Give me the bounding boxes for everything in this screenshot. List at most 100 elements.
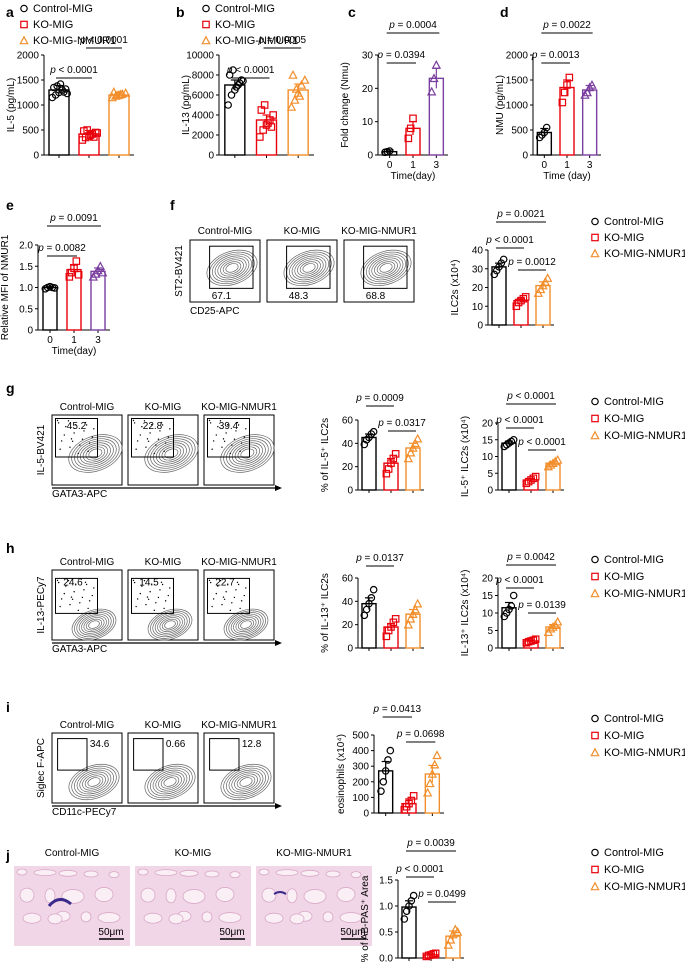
airspace xyxy=(137,868,149,876)
data-point xyxy=(422,952,431,961)
data-point xyxy=(552,616,563,626)
contour-line xyxy=(223,608,269,641)
event-dot xyxy=(240,600,243,602)
event-dot xyxy=(136,440,139,442)
y-tick-label: 30 xyxy=(362,51,374,62)
gate-box xyxy=(133,738,164,771)
data-point xyxy=(294,91,305,100)
gate-box xyxy=(57,738,88,771)
airspace xyxy=(201,911,213,923)
event-dot xyxy=(243,436,245,438)
flow-plot-title: KO-MIG-NMUR1 xyxy=(201,720,277,731)
legend-label: KO-MIG xyxy=(604,232,644,244)
event-dot xyxy=(233,438,236,440)
event-dot xyxy=(60,440,63,442)
event-dot xyxy=(237,424,240,426)
p-value-label: p = 0.0698 xyxy=(396,729,445,740)
y-axis-label: % of IL-13⁺ ILC2s xyxy=(320,573,331,653)
flow-plot-frame xyxy=(266,239,338,303)
y-axis-label: IL-5⁺ ILC2s (x10⁴) xyxy=(460,416,471,497)
contour-line xyxy=(77,440,114,467)
data-point xyxy=(50,284,59,292)
flow-plot-frame xyxy=(343,239,415,303)
contour-line xyxy=(234,444,261,463)
gate-box xyxy=(209,245,254,289)
data-point xyxy=(381,767,390,775)
p-value-label: p = 0.0012 xyxy=(507,257,556,268)
data-point xyxy=(93,265,103,275)
contour-line xyxy=(88,620,100,629)
y-tick-label: 2000 xyxy=(192,131,215,142)
legend-marker xyxy=(590,881,600,891)
flow-plot-title: KO-MIG-NMUR1 xyxy=(341,226,417,237)
arrowhead-icon xyxy=(275,485,282,491)
event-dot xyxy=(60,598,63,600)
event-dot xyxy=(87,607,89,610)
contour-line xyxy=(211,253,253,283)
p-value-label: p < 0.0001 xyxy=(395,864,444,875)
y-tick-label: 20 xyxy=(472,283,484,294)
contour-line xyxy=(71,436,120,471)
contour-line xyxy=(229,440,266,467)
event-dot xyxy=(239,607,241,610)
p-value-label: p = 0.0317 xyxy=(377,418,426,429)
scale-bar-label: 50μm xyxy=(340,927,365,938)
data-point xyxy=(429,73,439,83)
panel-label-j: j xyxy=(5,847,10,863)
bar xyxy=(42,286,58,331)
p-value-label: p < 0.0001 xyxy=(79,35,128,46)
gate-percentage: 34.6 xyxy=(90,739,110,750)
data-point xyxy=(291,84,302,93)
y-tick-label: 1.5 xyxy=(19,262,33,273)
flow-plot-title: Control-MIG xyxy=(60,402,115,413)
y-tick-label: 60 xyxy=(342,574,354,585)
event-dot xyxy=(231,602,233,604)
airspace xyxy=(58,869,78,877)
p-value-label: p = 0.0137 xyxy=(355,553,404,564)
gate-percentage: 45.2 xyxy=(67,421,87,432)
legend-marker xyxy=(591,397,599,406)
legend-marker xyxy=(202,4,210,13)
contour-line xyxy=(82,444,109,463)
legend-label: Control-MIG xyxy=(604,847,664,859)
y-tick-label: 1000 xyxy=(17,101,40,112)
data-point xyxy=(529,474,538,483)
contour-line xyxy=(220,259,244,277)
data-point xyxy=(362,436,371,444)
event-dot xyxy=(222,596,225,598)
event-dot xyxy=(57,422,60,424)
event-dot xyxy=(212,598,215,600)
legend: Control-MIG KO-MIG KO-MIG-NMUR1 xyxy=(590,396,685,442)
event-dot xyxy=(63,434,66,436)
airspace xyxy=(204,870,220,878)
bar xyxy=(491,266,507,326)
data-point xyxy=(443,940,454,949)
legend-label: KO-MIG xyxy=(604,413,644,425)
legend-label: KO-MIG xyxy=(215,19,255,31)
x-tick-label: 3 xyxy=(95,335,101,346)
event-dot xyxy=(67,420,70,422)
data-point xyxy=(229,66,237,74)
data-point xyxy=(542,123,551,132)
contour-line xyxy=(78,613,110,636)
flow-plots: Control-MIG 67.1 KO-MIG 48.3 KO-MIG-NMUR1 68.… xyxy=(36,226,417,818)
airspace xyxy=(143,912,163,924)
contour-line xyxy=(226,610,266,639)
contour-line xyxy=(82,773,106,791)
x-tick-label: 1 xyxy=(410,160,416,171)
event-dot xyxy=(143,420,146,422)
event-dot xyxy=(245,428,247,430)
flow-y-label: ST2-BV421 xyxy=(174,245,185,297)
data-point xyxy=(531,635,540,644)
y-tick-label: 0 xyxy=(487,644,493,655)
event-dot xyxy=(164,442,167,444)
data-point xyxy=(432,750,442,760)
y-tick-label: 0.5 xyxy=(379,928,393,939)
y-tick-label: 10000 xyxy=(186,51,214,62)
y-tick-label: 0 xyxy=(522,151,528,162)
legend: Control-MIG KO-MIG KO-MIG-NMUR1 xyxy=(590,713,685,759)
data-point xyxy=(115,89,126,99)
data-point xyxy=(410,604,421,614)
event-dot xyxy=(65,426,67,428)
airspace xyxy=(47,913,63,925)
